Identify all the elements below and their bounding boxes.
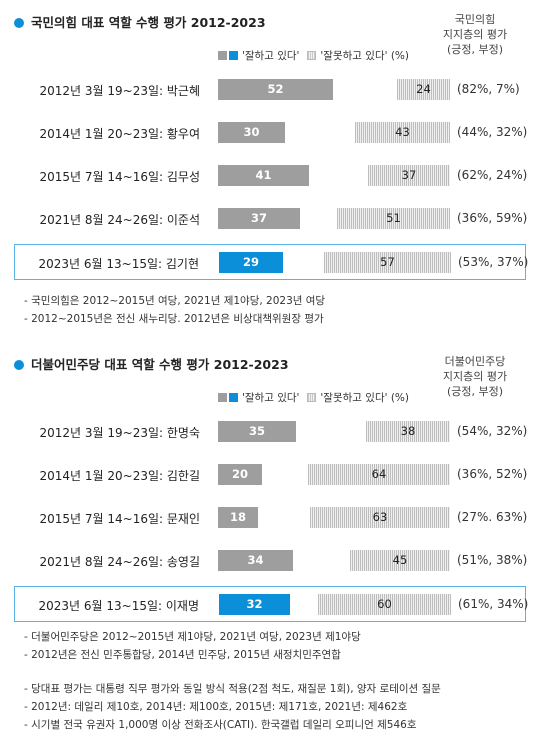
chart-notes: - 더불어민주당은 2012~2015년 제1야당, 2021년 여당, 202… (24, 631, 361, 661)
bar-positive: 30 (218, 122, 285, 143)
chart-row-highlighted: 2023년 6월 13~15일: 이재명 32 60 (61%, 34%) (14, 586, 529, 622)
bar-negative: 51 (337, 208, 450, 229)
legend: '잘하고 있다' '잘못하고 있다' (%) (218, 48, 409, 63)
chart-title: 더불어민주당 대표 역할 수행 평가 2012-2023 (14, 354, 289, 373)
bar-positive: 37 (218, 208, 300, 229)
supporter-rating: (61%, 34%) (458, 597, 529, 611)
supporter-rating: (27%. 63%) (457, 510, 528, 524)
legend-gray-swatch (218, 393, 227, 402)
legend-blue-swatch (229, 393, 238, 402)
category-label: 2023년 6월 13~15일: 김기현 (38, 257, 200, 271)
bar-negative: 45 (350, 550, 450, 571)
bar-negative: 60 (318, 594, 451, 615)
chart-row: 2015년 7월 14~16일: 문재인 18 63 (27%. 63%) (14, 500, 528, 536)
category-label: 2014년 1월 20~23일: 황우여 (39, 127, 201, 141)
supporter-rating: (36%, 52%) (457, 467, 528, 481)
supporters-header: 국민의힘 지지층의 평가 (긍정, 부정) (442, 13, 508, 56)
category-label: 2012년 3월 19~23일: 한명숙 (39, 426, 201, 440)
category-label: 2021년 8월 24~26일: 이준석 (39, 213, 201, 227)
bar-positive: 32 (219, 594, 290, 615)
chart-title: 국민의힘 대표 역할 수행 평가 2012-2023 (14, 12, 266, 31)
bar-negative: 63 (310, 507, 450, 528)
bullet-dot-icon (14, 18, 24, 28)
legend-blue-swatch (229, 51, 238, 60)
chart-row: 2015년 7월 14~16일: 김무성 41 37 (62%, 24%) (14, 158, 528, 194)
chart-row: 2014년 1월 20~23일: 황우여 30 43 (44%, 32%) (14, 115, 528, 151)
supporter-rating: (51%, 38%) (457, 553, 528, 567)
supporter-rating: (36%, 59%) (457, 211, 528, 225)
legend-hatch-swatch (307, 393, 317, 402)
bar-negative: 37 (368, 165, 450, 186)
category-label: 2014년 1월 20~23일: 김한길 (39, 469, 201, 483)
supporter-rating: (44%, 32%) (457, 125, 528, 139)
bar-positive: 35 (218, 421, 296, 442)
category-label: 2015년 7월 14~16일: 김무성 (39, 170, 201, 184)
bar-positive: 18 (218, 507, 258, 528)
supporter-rating: (82%, 7%) (457, 82, 520, 96)
chart-row-highlighted: 2023년 6월 13~15일: 김기현 29 57 (53%, 37%) (14, 244, 529, 280)
chart-row: 2012년 3월 19~23일: 한명숙 35 38 (54%, 32%) (14, 414, 528, 450)
category-label: 2012년 3월 19~23일: 박근혜 (39, 84, 201, 98)
supporter-rating: (53%, 37%) (458, 255, 529, 269)
bar-negative: 64 (308, 464, 450, 485)
category-label: 2021년 8월 24~26일: 송영길 (39, 555, 201, 569)
chart-row: 2021년 8월 24~26일: 송영길 34 45 (51%, 38%) (14, 543, 528, 579)
bar-negative: 24 (397, 79, 450, 100)
supporter-rating: (54%, 32%) (457, 424, 528, 438)
bar-positive: 29 (219, 252, 283, 273)
chart-row: 2014년 1월 20~23일: 김한길 20 64 (36%, 52%) (14, 457, 528, 493)
bar-negative: 57 (324, 252, 451, 273)
chart-row: 2021년 8월 24~26일: 이준석 37 51 (36%, 59%) (14, 201, 528, 237)
legend-gray-swatch (218, 51, 227, 60)
category-label: 2015년 7월 14~16일: 문재인 (39, 512, 201, 526)
legend-hatch-swatch (307, 51, 317, 60)
legend: '잘하고 있다' '잘못하고 있다' (%) (218, 390, 409, 405)
methodology-footer: - 당대표 평가는 대통령 직무 평가와 동일 방식 적용(2점 척도, 재질문… (24, 683, 441, 731)
bar-positive: 20 (218, 464, 262, 485)
bar-negative: 43 (355, 122, 450, 143)
supporters-header: 더불어민주당 지지층의 평가 (긍정, 부정) (442, 355, 508, 398)
chart-notes: - 국민의힘은 2012~2015년 여당, 2021년 제1야당, 2023년… (24, 295, 326, 325)
bullet-dot-icon (14, 360, 24, 370)
bar-negative: 38 (366, 421, 450, 442)
bar-positive: 52 (218, 79, 333, 100)
category-label: 2023년 6월 13~15일: 이재명 (38, 599, 200, 613)
supporter-rating: (62%, 24%) (457, 168, 528, 182)
chart-row: 2012년 3월 19~23일: 박근혜 52 24 (82%, 7%) (14, 72, 526, 108)
bar-positive: 41 (218, 165, 309, 186)
bar-positive: 34 (218, 550, 293, 571)
